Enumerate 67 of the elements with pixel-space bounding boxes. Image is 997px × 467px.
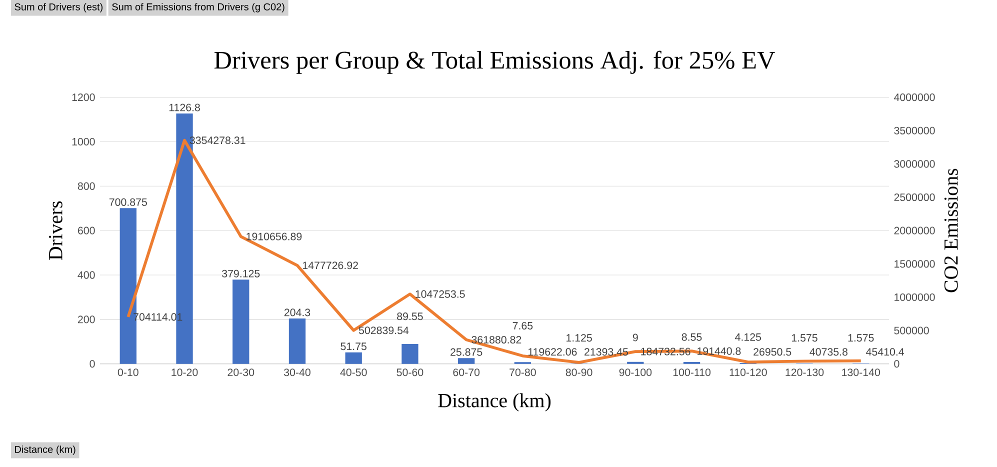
bar bbox=[402, 344, 418, 364]
text: Sum of Emissions from Drivers (g C02) bbox=[112, 3, 284, 13]
data-label: 21393.45 bbox=[584, 348, 628, 356]
y2-tick-label: 0 bbox=[894, 360, 900, 368]
text: Sum of Drivers (est) bbox=[14, 3, 103, 13]
data-label: 502839.54 bbox=[358, 326, 409, 334]
bar bbox=[288, 318, 306, 364]
x-tick-label: 20-30 bbox=[228, 368, 254, 376]
y2-tick-label: 2500000 bbox=[894, 194, 935, 202]
data-label: 1.125 bbox=[566, 334, 592, 342]
data-label: 45410.4 bbox=[866, 348, 904, 356]
data-label: 89.55 bbox=[397, 312, 423, 320]
y-tick-label: 600 bbox=[78, 227, 95, 235]
data-label: 119622.06 bbox=[528, 348, 577, 356]
data-label: 379.125 bbox=[222, 270, 260, 278]
x-tick-label: 30-40 bbox=[284, 368, 310, 376]
y2-tick-label: 2000000 bbox=[894, 227, 935, 235]
x-tick-label: 10-20 bbox=[172, 368, 198, 376]
x-tick-label: 100-110 bbox=[673, 368, 711, 376]
bar bbox=[458, 358, 475, 364]
x-tick-label: 80-90 bbox=[566, 368, 592, 376]
data-label: 1910656.89 bbox=[246, 233, 302, 241]
x-axis-title: Distance (km) bbox=[438, 394, 551, 412]
y2-tick-label: 1500000 bbox=[894, 260, 935, 268]
data-label: 26950.5 bbox=[754, 348, 792, 356]
y2-tick-label: 4000000 bbox=[894, 94, 935, 102]
x-tick-label: 120-130 bbox=[786, 368, 824, 376]
y-tick-label: 1200 bbox=[72, 94, 95, 102]
x-tick-label: 40-50 bbox=[340, 368, 367, 376]
data-label: 51.75 bbox=[340, 342, 366, 350]
data-label: 4.125 bbox=[735, 334, 762, 342]
data-label: 204.3 bbox=[284, 308, 310, 316]
x-tick-label: 0-10 bbox=[118, 368, 138, 376]
bar bbox=[345, 352, 362, 364]
y2-axis-title: CO2 Emissions bbox=[944, 169, 958, 293]
data-label: 1047253.5 bbox=[416, 290, 465, 298]
y-tick-label: 1000 bbox=[72, 138, 95, 146]
data-label: 191440.8 bbox=[698, 348, 741, 356]
data-label: 40735.8 bbox=[810, 348, 848, 356]
y-tick-label: 800 bbox=[78, 182, 95, 190]
y2-tick-label: 3000000 bbox=[894, 160, 935, 168]
x-tick-label: 70-80 bbox=[510, 368, 536, 376]
y2-tick-label: 3500000 bbox=[894, 127, 935, 135]
data-label: 700.875 bbox=[109, 198, 147, 206]
y2-tick-label: 500000 bbox=[894, 327, 929, 335]
text: Distance (km) bbox=[15, 446, 76, 456]
data-label: 1.575 bbox=[848, 334, 874, 342]
data-label: 9 bbox=[632, 334, 638, 342]
x-tick-label: 90-100 bbox=[619, 368, 652, 376]
data-label: 1.575 bbox=[792, 334, 818, 342]
y-tick-label: 0 bbox=[90, 360, 95, 368]
x-tick-label: 60-70 bbox=[453, 368, 480, 376]
x-tick-label: 130-140 bbox=[842, 368, 880, 376]
bar bbox=[232, 280, 250, 364]
y-tick-label: 400 bbox=[78, 271, 95, 280]
x-tick-label: 50-60 bbox=[396, 368, 424, 376]
data-label: 8.55 bbox=[682, 334, 702, 342]
y2-tick-label: 1000000 bbox=[894, 294, 935, 302]
y-tick-label: 200 bbox=[78, 316, 95, 324]
x-tick-label: 110-120 bbox=[730, 368, 767, 376]
data-label: 7.65 bbox=[512, 322, 533, 330]
data-label: 1126.8 bbox=[169, 104, 200, 112]
y-axis-title: Drivers bbox=[48, 202, 62, 260]
data-label: 25.875 bbox=[450, 348, 482, 356]
data-label: 361880.82 bbox=[472, 336, 522, 344]
data-label: 1477726.92 bbox=[302, 262, 358, 270]
chart-title: Drivers per Group & Total Emissions Adj. for 25% EV bbox=[214, 50, 776, 74]
